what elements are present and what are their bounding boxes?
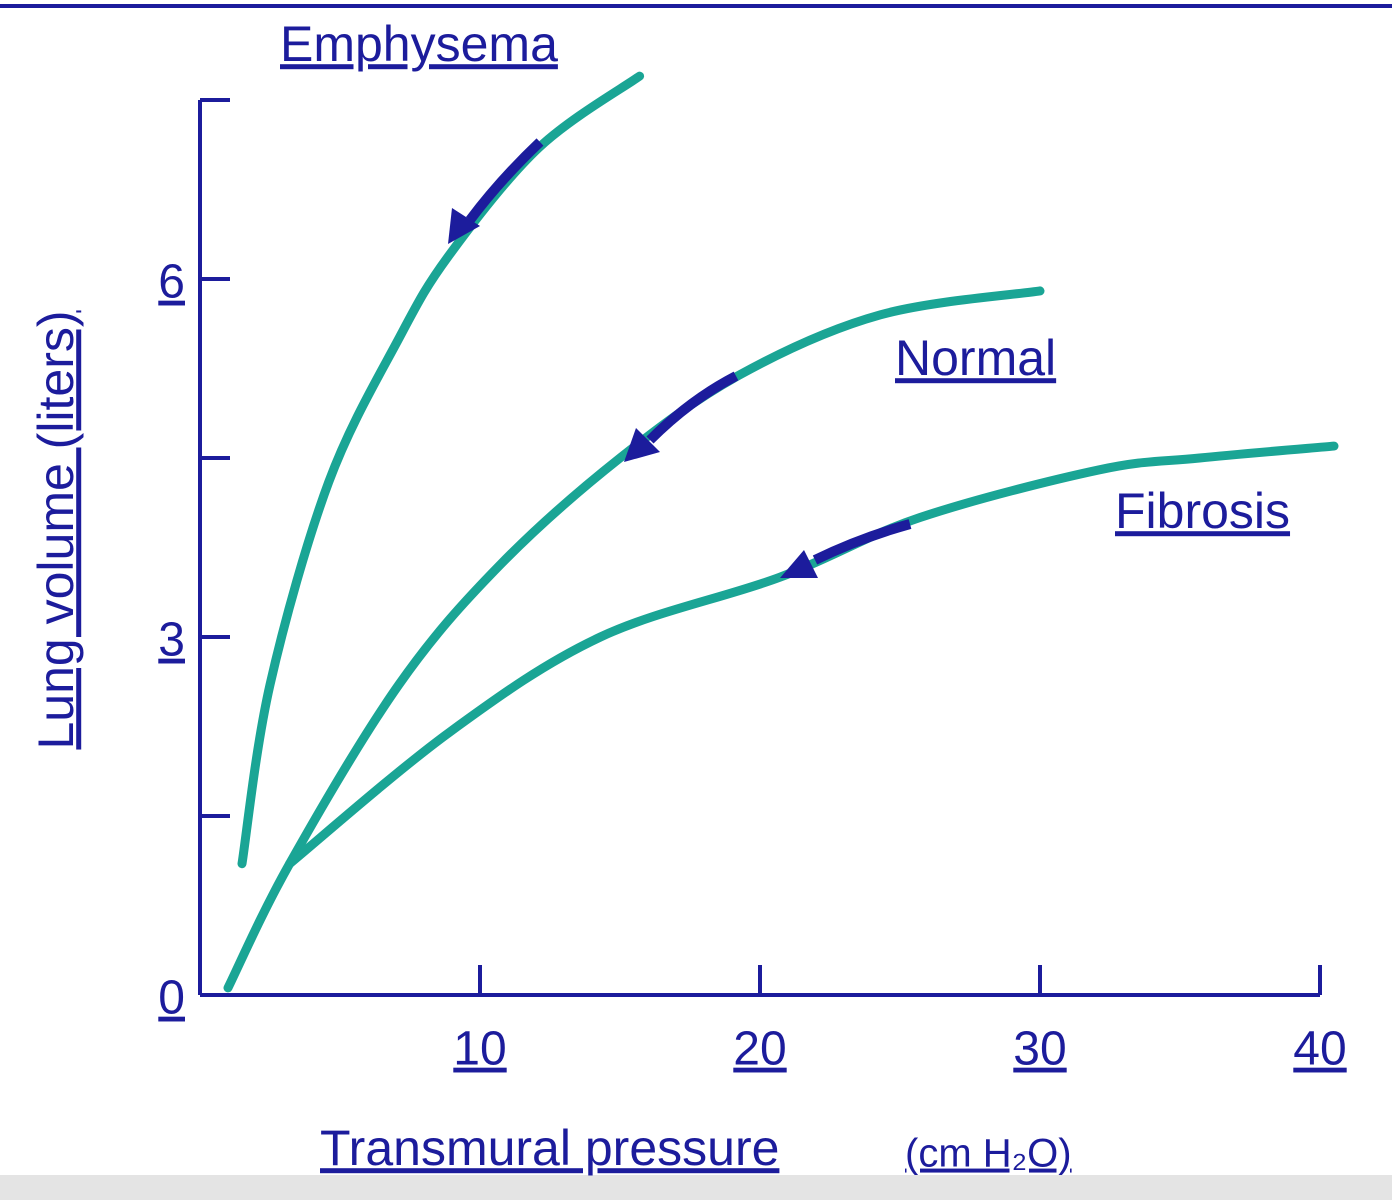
- arrow: [812, 519, 912, 565]
- bottom-bar: [0, 1175, 1392, 1200]
- series-label: Emphysema: [280, 16, 558, 72]
- arrow: [646, 371, 739, 444]
- arrow-head: [448, 208, 480, 244]
- x-axis-label: Transmural pressure: [320, 1120, 779, 1176]
- x-axis-unit: (cm H₂O): [905, 1132, 1072, 1176]
- y-axis-label: Lung volume (liters): [28, 310, 84, 749]
- y-tick-label: 3: [158, 614, 185, 667]
- x-tick-label: 20: [733, 1023, 786, 1076]
- curve: [223, 286, 1045, 993]
- y-tick-label: 6: [158, 256, 185, 309]
- arrows: [448, 138, 912, 578]
- series-label: Fibrosis: [1115, 483, 1290, 539]
- x-tick-label: 10: [453, 1023, 506, 1076]
- arrow-head: [624, 428, 660, 462]
- arrow: [466, 138, 544, 224]
- arrow-head: [780, 550, 818, 578]
- y-tick-label: 0: [158, 972, 185, 1025]
- x-tick-label: 40: [1293, 1023, 1346, 1076]
- series-label: Normal: [895, 330, 1056, 386]
- x-tick-label: 30: [1013, 1023, 1066, 1076]
